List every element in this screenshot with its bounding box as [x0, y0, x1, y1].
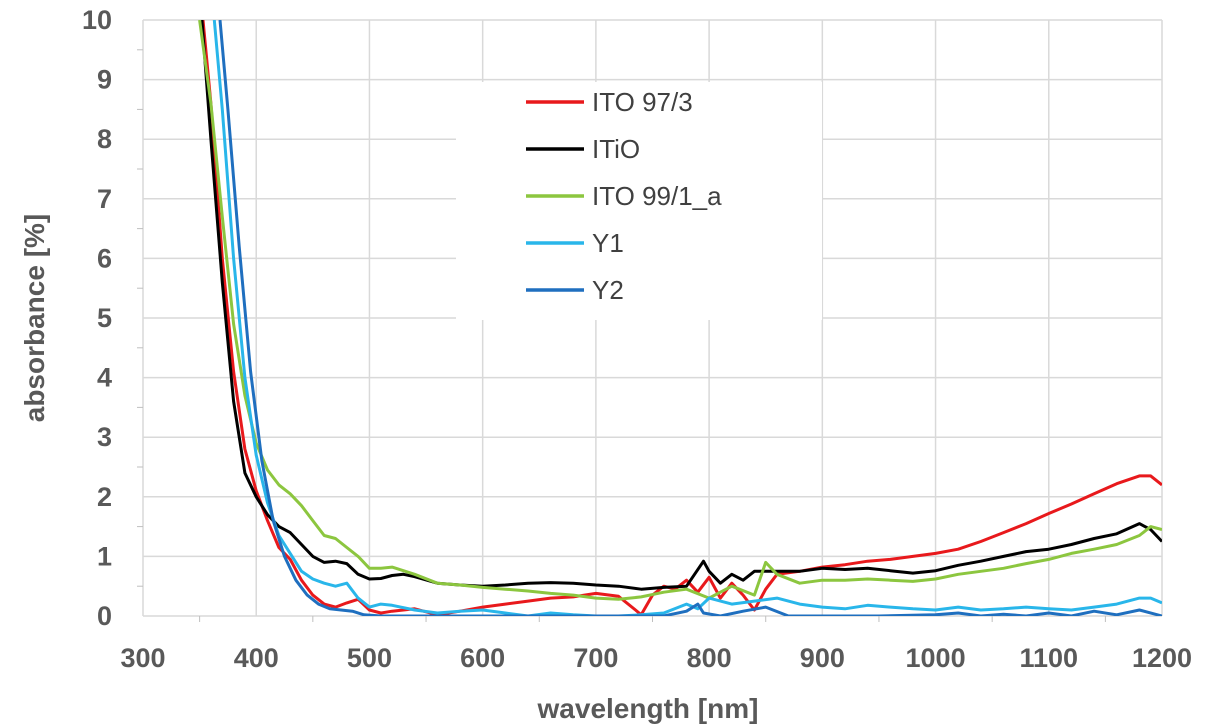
x-tick-label: 1100: [1019, 643, 1078, 673]
y-tick-label: 10: [82, 5, 112, 35]
y-tick-label: 1: [97, 541, 112, 571]
x-tick-label: 1000: [906, 643, 966, 673]
x-tick-label: 400: [234, 643, 279, 673]
legend-label: Y2: [592, 275, 624, 305]
y-tick-label: 4: [97, 363, 112, 393]
series-line-itio: [200, 20, 1162, 591]
x-axis-title: wavelength [nm]: [537, 693, 759, 724]
x-tick-label: 500: [347, 643, 392, 673]
y-tick-label: 7: [97, 184, 112, 214]
chart-legend: ITO 97/3 ITiO ITO 99/1_a Y1 Y2: [456, 82, 822, 320]
y-tick-label: 6: [97, 243, 112, 273]
x-tick-label: 800: [687, 643, 732, 673]
y-axis-ticks: 0 1 2 3 4 5 6 7 8 9 10: [82, 5, 112, 631]
y-tick-label: 8: [97, 124, 112, 154]
legend-background: [456, 82, 822, 320]
legend-label: ITO 97/3: [592, 87, 693, 117]
legend-label: Y1: [592, 228, 624, 258]
y-tick-label: 3: [97, 422, 112, 452]
y-tick-label: 9: [97, 65, 112, 95]
legend-label: ITiO: [592, 134, 640, 164]
y-axis-title: absorbance [%]: [19, 214, 50, 423]
series-line-ito-99-1-a: [198, 20, 1162, 601]
x-tick-label: 700: [573, 643, 618, 673]
chart-series-layer: [198, 20, 1162, 616]
y-tick-label: 5: [97, 303, 112, 333]
y-tick-label: 0: [97, 601, 112, 631]
y-tick-label: 2: [97, 482, 112, 512]
legend-label: ITO 99/1_a: [592, 181, 722, 211]
series-line-y1: [212, 20, 1162, 616]
x-tick-label: 1200: [1132, 643, 1192, 673]
series-line-y2: [218, 20, 1162, 616]
x-tick-label: 900: [800, 643, 845, 673]
x-tick-label: 300: [120, 643, 165, 673]
x-axis-ticks: 300 400 500 600 700 800 900 1000 1100 1200: [120, 643, 1192, 673]
x-tick-label: 600: [460, 643, 505, 673]
series-line-ito-97-3: [201, 20, 1162, 616]
